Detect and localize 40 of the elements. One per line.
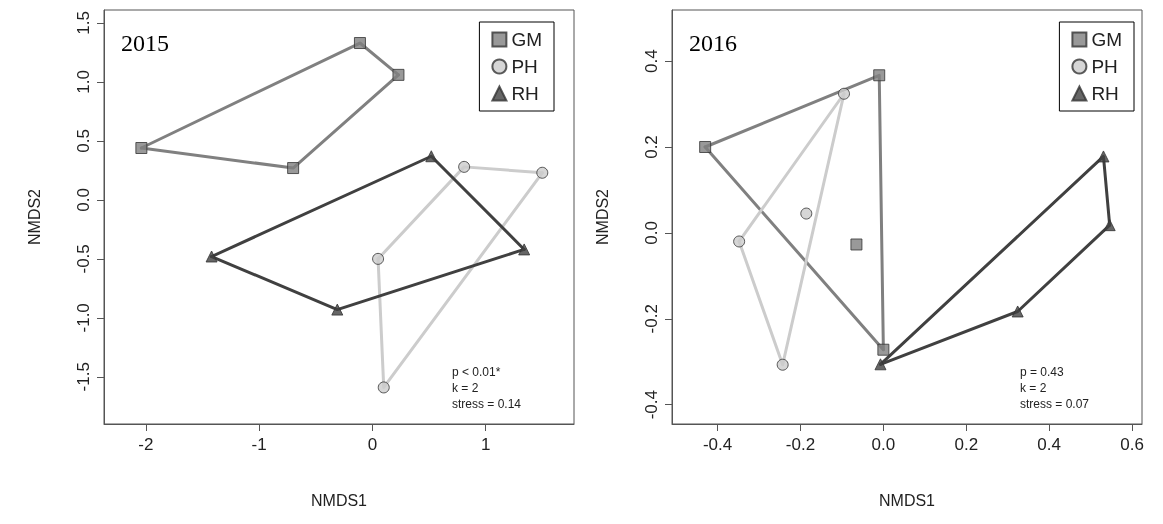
x-tick-label: -0.2 [785, 435, 816, 454]
legend-label: GM [511, 29, 542, 50]
x-tick-label: 1 [480, 435, 491, 454]
legend-label: RH [1091, 83, 1119, 104]
x-tick-label: 0.6 [1120, 435, 1144, 454]
x-tick-label: 0.4 [1037, 435, 1061, 454]
x-tick-label: -2 [138, 435, 154, 454]
annotation: stress = 0.07 [1020, 397, 1090, 411]
y-tick-label: 0.0 [74, 188, 93, 212]
x-tick-label: 0 [367, 435, 378, 454]
y-tick-label: 1.0 [74, 70, 93, 94]
legend-label: GM [1091, 29, 1122, 50]
legend-label: PH [511, 56, 538, 77]
text: 2016 [689, 30, 737, 56]
annotation: p = 0.43 [1020, 365, 1065, 379]
y-tick-label: 0.5 [74, 129, 93, 153]
legend-label: RH [511, 83, 539, 104]
annotation: k = 2 [452, 381, 479, 395]
annotation: stress = 0.14 [452, 397, 522, 411]
y-tick-label: -1.5 [74, 362, 93, 392]
legend-label: PH [1091, 56, 1118, 77]
y-tick-label: 0.2 [642, 135, 661, 159]
x-tick-label: -0.4 [702, 435, 733, 454]
annotation: k = 2 [1020, 381, 1047, 395]
x-tick-label: 0.2 [954, 435, 979, 454]
y-tick-label: 1.5 [74, 11, 93, 35]
y-tick-label: -1.0 [74, 303, 93, 333]
y-tick-label: 0.0 [642, 221, 661, 245]
y-tick-label: -0.4 [642, 390, 661, 420]
y-tick-label: 0.4 [642, 49, 661, 73]
y-tick-label: -0.5 [74, 244, 93, 274]
y-axis-title: NMDS2 [593, 188, 611, 246]
text: 2015 [121, 30, 169, 56]
x-axis-title: NMDS1 [878, 491, 936, 509]
x-tick-label: 0.0 [871, 435, 896, 454]
y-tick-label: -0.2 [642, 304, 661, 334]
annotation: p < 0.01* [452, 365, 501, 379]
x-tick-label: -1 [251, 435, 267, 454]
y-axis-title: NMDS2 [25, 188, 43, 246]
x-axis-title: NMDS1 [310, 491, 368, 509]
